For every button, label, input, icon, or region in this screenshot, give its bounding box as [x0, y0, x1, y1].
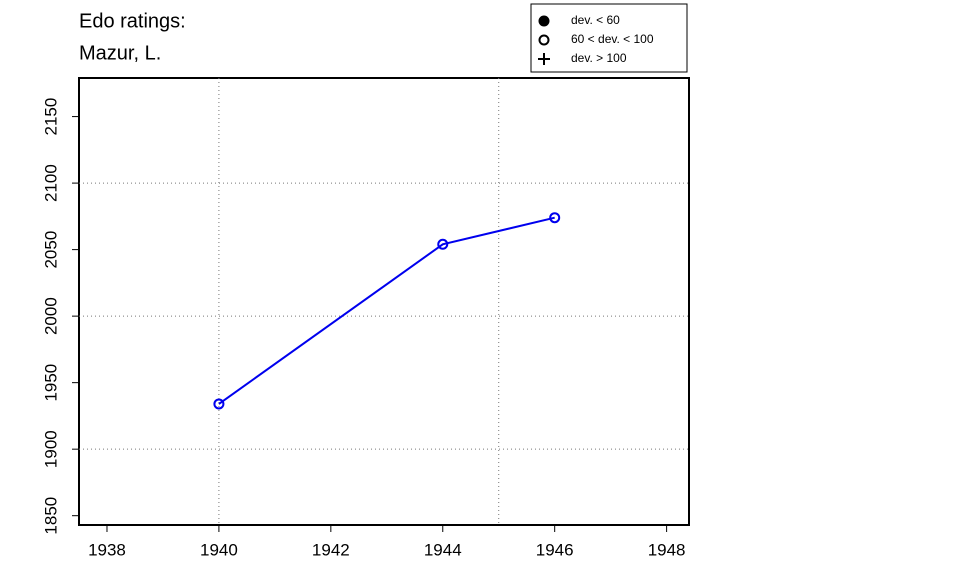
legend-symbol [538, 15, 550, 27]
legend-label: dev. > 100 [571, 51, 627, 65]
marker [213, 398, 225, 410]
chart-subtitle: Mazur, L. [79, 42, 161, 64]
series-line [218, 216, 555, 405]
legend-label: 60 < dev. < 100 [571, 32, 654, 46]
y-tick-label: 2100 [41, 164, 60, 202]
legend-symbol [538, 34, 550, 46]
marker [549, 212, 561, 224]
x-tick-label: 1940 [200, 540, 238, 559]
x-tick-label: 1938 [88, 540, 126, 559]
x-tick-label: 1948 [648, 540, 686, 559]
y-tick-label: 1850 [41, 497, 60, 535]
legend-box [530, 3, 688, 73]
y-tick-label: 2050 [41, 231, 60, 269]
y-tick-label: 2000 [41, 297, 60, 335]
x-tick-label: 1942 [312, 540, 350, 559]
chart-title: Edo ratings: [79, 10, 186, 32]
legend-label: dev. < 60 [571, 13, 620, 27]
marker [437, 238, 449, 250]
y-tick-label: 1900 [41, 430, 60, 468]
x-tick-label: 1946 [536, 540, 574, 559]
y-tick-label: 2150 [41, 98, 60, 136]
legend-symbol [538, 53, 550, 65]
y-tick-label: 1950 [41, 364, 60, 402]
x-tick-label: 1944 [424, 540, 462, 559]
plot-frame [78, 77, 690, 526]
